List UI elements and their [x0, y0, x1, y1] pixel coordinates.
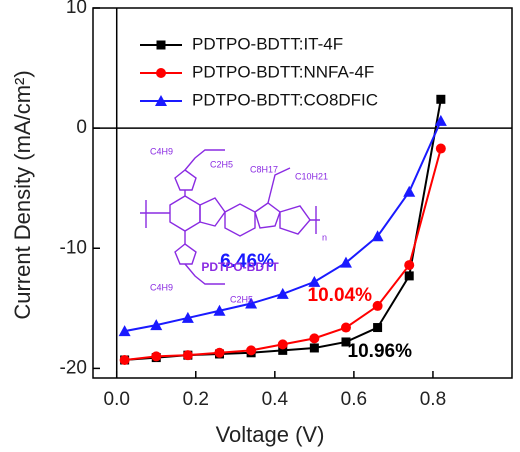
legend-label: PDTPO-BDTT:NNFA-4F — [192, 62, 374, 81]
inset-group: C4H9 — [150, 282, 173, 292]
legend-label: PDTPO-BDTT:IT-4F — [192, 34, 343, 53]
inset-group: n — [322, 232, 327, 242]
inset-structure — [140, 149, 320, 285]
marker — [278, 345, 288, 355]
y-tick-label: -20 — [60, 357, 87, 378]
marker — [340, 322, 351, 333]
marker — [213, 304, 226, 316]
x-axis-label: Voltage (V) — [216, 422, 325, 447]
marker — [372, 300, 383, 311]
marker — [118, 325, 131, 337]
marker — [181, 311, 194, 323]
marker — [119, 354, 130, 365]
plot-frame — [92, 7, 513, 379]
marker — [245, 297, 258, 309]
legend-marker — [155, 95, 167, 106]
marker — [182, 350, 193, 361]
marker — [308, 275, 321, 287]
marker — [341, 337, 351, 347]
y-axis-label: Current Density (mA/cm²) — [10, 70, 35, 319]
marker — [214, 347, 225, 358]
legend-marker — [156, 68, 166, 78]
annotation: 10.96% — [348, 341, 413, 362]
legend-label: PDTPO-BDTT:CO8DFIC — [192, 90, 378, 109]
marker — [276, 287, 289, 299]
annotation: 10.04% — [308, 285, 373, 306]
inset-label: PDTPO-BDTT — [201, 260, 279, 274]
marker — [403, 185, 416, 197]
y-tick-label: 0 — [76, 117, 87, 138]
marker — [339, 256, 352, 268]
inset-group: C4H9 — [150, 146, 173, 156]
marker — [371, 230, 384, 242]
marker — [309, 343, 319, 353]
x-tick-label: 0.6 — [341, 389, 367, 410]
inset-group: C2H5 — [230, 294, 253, 304]
inset-group: C2H5 — [210, 159, 233, 169]
marker — [404, 271, 414, 281]
marker — [404, 260, 415, 271]
x-tick-label: 0.0 — [104, 389, 130, 410]
inset-group: C8H17 — [250, 164, 278, 174]
marker — [150, 319, 163, 331]
marker — [436, 94, 446, 104]
x-tick-label: 0.2 — [183, 389, 209, 410]
marker — [435, 143, 446, 154]
y-tick-label: -10 — [60, 237, 87, 258]
inset-group: C10H21 — [295, 171, 328, 181]
legend-marker — [156, 40, 166, 50]
marker — [434, 114, 447, 126]
marker — [277, 339, 288, 350]
marker — [373, 323, 383, 333]
x-tick-label: 0.8 — [420, 389, 446, 410]
series-line — [124, 148, 442, 361]
y-tick-label: 10 — [66, 0, 87, 18]
marker — [246, 345, 257, 356]
marker — [151, 351, 162, 362]
marker — [309, 333, 320, 344]
x-tick-label: 0.4 — [262, 389, 289, 410]
annotation: 6.46% — [220, 251, 274, 272]
